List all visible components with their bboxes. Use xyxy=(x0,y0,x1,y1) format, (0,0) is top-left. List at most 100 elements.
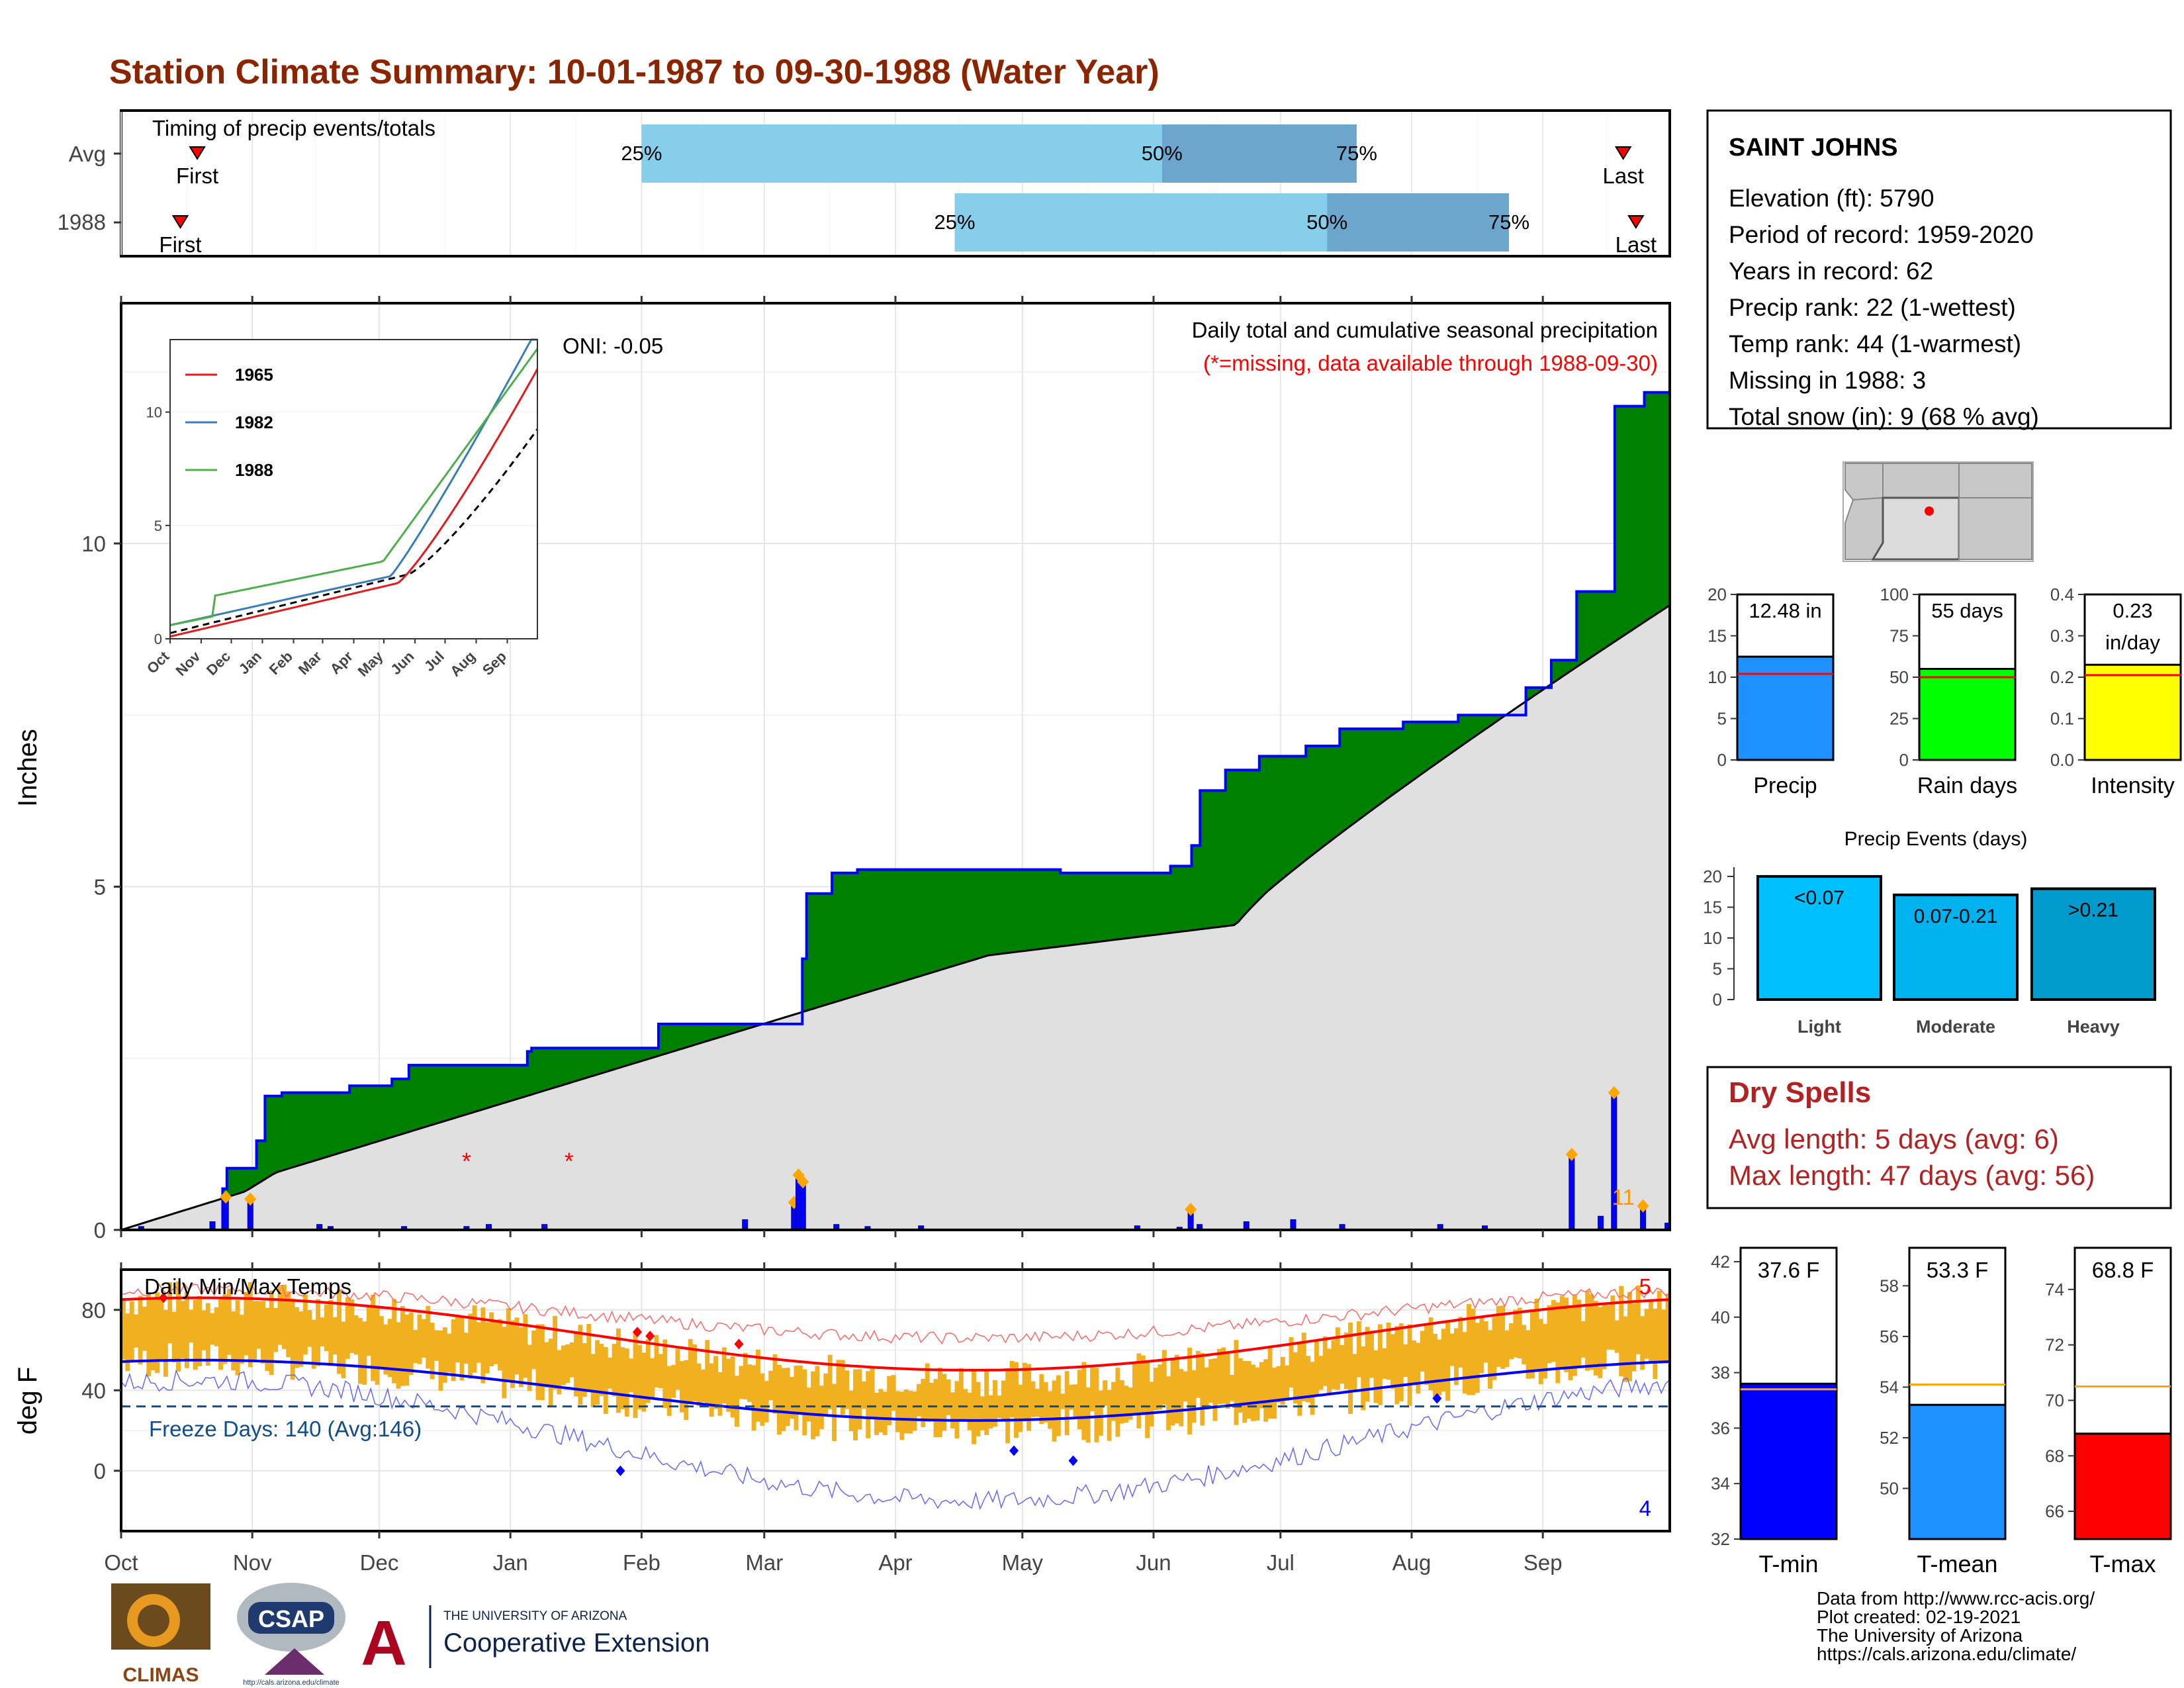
daily-temp-range xyxy=(1263,1359,1269,1422)
main-caption: Daily total and cumulative seasonal prec… xyxy=(1192,318,1658,342)
daily-temp-range xyxy=(743,1352,748,1399)
above-avg-fill xyxy=(700,1023,705,1043)
daily-temp-range xyxy=(1306,1356,1311,1403)
daily-temp-range xyxy=(1471,1309,1476,1395)
daily-temp-range xyxy=(222,1294,228,1364)
above-avg-fill xyxy=(273,1096,279,1174)
above-avg-fill xyxy=(1407,722,1412,784)
above-avg-fill xyxy=(1022,869,1027,951)
daily-temp-range xyxy=(958,1368,964,1422)
csap-logo: CSAP http://cals.arizona.edu/climate xyxy=(237,1583,345,1687)
temp-bar-label: T-max xyxy=(2089,1550,2156,1577)
daily-temp-range xyxy=(1154,1368,1158,1411)
daily-temp-range xyxy=(976,1382,981,1436)
daily-temp-range xyxy=(252,1301,257,1362)
events-bar-label: Heavy xyxy=(2067,1017,2120,1037)
daily-temp-range xyxy=(1589,1293,1594,1370)
temp-series xyxy=(120,1281,1670,1511)
above-avg-fill xyxy=(1234,770,1239,925)
summary-bar-rain-days xyxy=(1918,668,2017,761)
dry-spells-max: Max length: 47 days (avg: 56) xyxy=(1729,1160,2095,1191)
first-event-marker xyxy=(171,215,189,229)
above-avg-fill xyxy=(1052,869,1057,948)
month-label: Oct xyxy=(104,1550,138,1575)
summary-bar-tick-label: 0.0 xyxy=(2050,750,2074,770)
daily-temp-range xyxy=(226,1288,232,1355)
daily-temp-range xyxy=(1428,1317,1433,1391)
above-avg-fill xyxy=(666,1023,672,1054)
above-avg-fill xyxy=(353,1086,359,1149)
daily-temp-range xyxy=(1161,1350,1167,1405)
daily-temp-range xyxy=(493,1321,498,1364)
above-avg-fill xyxy=(1593,591,1598,656)
above-avg-fill xyxy=(447,1065,452,1121)
daily-temp-range xyxy=(1191,1370,1197,1423)
daily-temp-range xyxy=(1373,1350,1379,1403)
above-avg-fill xyxy=(434,1065,439,1125)
above-avg-fill xyxy=(565,1048,570,1084)
oni-label: ONI: -0.05 xyxy=(563,334,663,358)
daily-temp-range xyxy=(1216,1348,1222,1405)
daily-temp-range xyxy=(434,1330,439,1361)
above-avg-fill xyxy=(366,1086,371,1145)
above-avg-fill xyxy=(295,1092,300,1167)
temp-bar-tick-label: 66 xyxy=(2045,1501,2064,1521)
events-bar-light xyxy=(1756,874,1882,1001)
summary-bar-tick-label: 0.3 xyxy=(2050,626,2074,646)
daily-temp-range xyxy=(1208,1359,1214,1403)
events-bars: 0 5 10 15 20 <0.07 Light 0.07-0.21 Moderate >0.21… xyxy=(1703,867,2156,1037)
above-avg-fill xyxy=(624,1048,629,1066)
timing-bars xyxy=(641,124,1510,252)
csap-url: http://cals.arizona.edu/climate xyxy=(243,1679,340,1687)
above-avg-fill xyxy=(1568,660,1573,673)
daily-temp-range xyxy=(484,1322,490,1374)
daily-precip-bar xyxy=(1569,1154,1575,1231)
daily-temp-range xyxy=(776,1364,782,1435)
daily-temp-range xyxy=(1424,1325,1430,1385)
climas-logo: CLIMAS xyxy=(111,1583,210,1686)
above-avg-fill xyxy=(688,1023,693,1047)
summary-bar-tick-label: 20 xyxy=(1707,585,1727,604)
temp-bar-label: T-mean xyxy=(1917,1550,1997,1577)
above-avg-fill xyxy=(933,869,938,972)
daily-temp-range xyxy=(1496,1305,1501,1367)
daily-temp-range xyxy=(1585,1290,1590,1371)
above-avg-fill xyxy=(1318,745,1324,851)
summary-bar-tick-label: 75 xyxy=(1889,626,1909,646)
above-avg-fill xyxy=(937,869,942,971)
main-ylabel: Inches xyxy=(13,729,42,807)
above-avg-fill xyxy=(1280,756,1285,881)
daily-temp-range xyxy=(1136,1353,1142,1429)
daily-temp-range xyxy=(1246,1360,1251,1419)
above-avg-fill xyxy=(1369,728,1375,812)
daily-temp-range xyxy=(713,1356,718,1409)
summary-bar-tick-label: 0 xyxy=(1717,750,1727,770)
above-avg-fill xyxy=(1631,406,1637,631)
events-tick-label: 10 xyxy=(1703,928,1722,948)
above-avg-fill xyxy=(735,1023,740,1033)
daily-temp-range xyxy=(1538,1319,1543,1384)
summary-bar-tick-label: 25 xyxy=(1889,709,1909,729)
above-avg-fill xyxy=(1183,866,1188,931)
above-avg-fill xyxy=(1458,715,1463,749)
daily-temp-range xyxy=(260,1301,265,1364)
daily-temp-range xyxy=(1449,1333,1455,1366)
daily-temp-range xyxy=(286,1291,291,1358)
month-label: Jul xyxy=(1267,1550,1295,1575)
daily-temp-range xyxy=(1314,1340,1319,1395)
daily-precip-bar xyxy=(1598,1215,1604,1231)
daily-temp-range xyxy=(637,1344,642,1410)
daily-temp-range xyxy=(404,1314,410,1386)
daily-temp-range xyxy=(1103,1380,1108,1406)
daily-temp-range xyxy=(1322,1336,1328,1386)
daily-temp-range xyxy=(1644,1309,1649,1359)
daily-temp-range xyxy=(802,1369,807,1436)
daily-temp-range xyxy=(921,1378,926,1427)
temp-bar-tick-label: 52 xyxy=(1880,1428,1899,1448)
month-label: Nov xyxy=(233,1550,272,1575)
above-avg-fill xyxy=(1382,728,1387,803)
record-low-marker xyxy=(1432,1393,1442,1404)
above-avg-fill xyxy=(1136,872,1142,937)
above-avg-fill xyxy=(629,1048,634,1065)
temp-panel: 0 40 80 Oct Nov Dec Jan Feb Mar Apr May Jun Jul Aug Se… xyxy=(13,1262,1671,1575)
